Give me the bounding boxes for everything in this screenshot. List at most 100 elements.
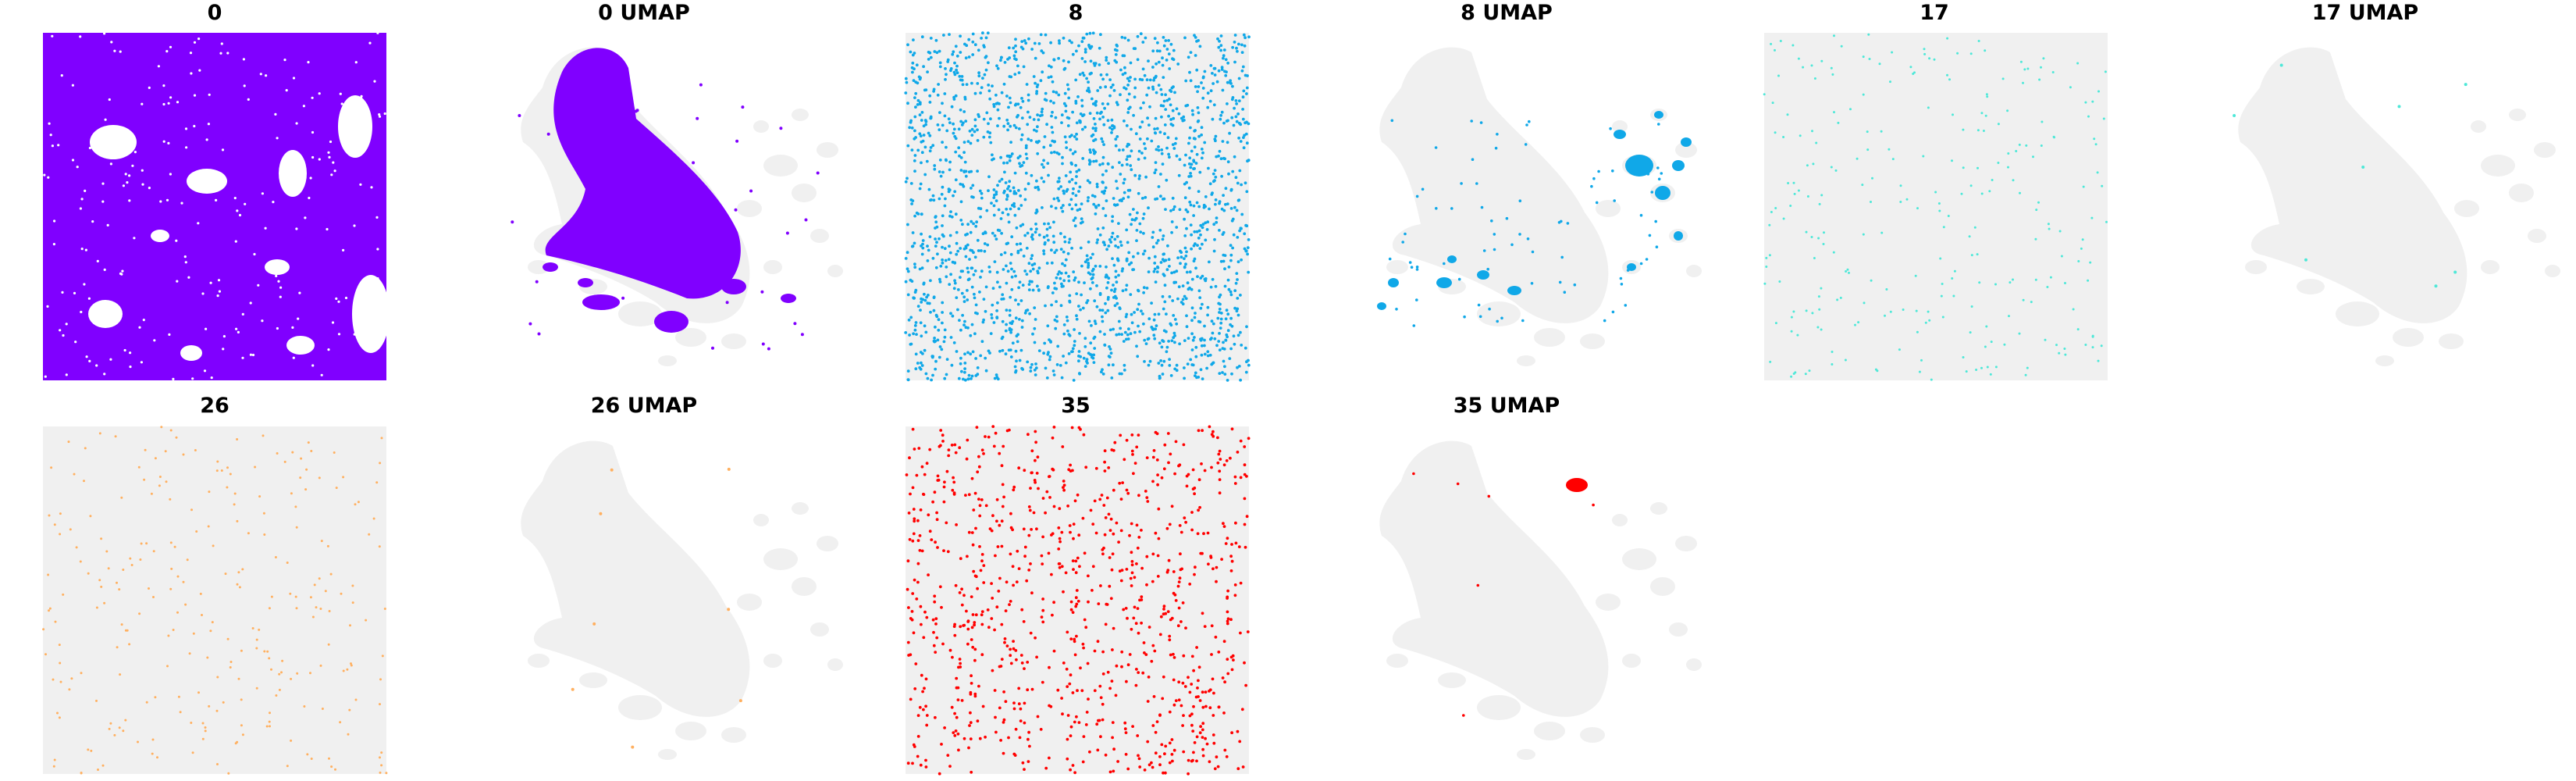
data-point (216, 763, 219, 765)
data-point (998, 116, 1001, 120)
data-point (923, 324, 927, 328)
data-point (1079, 666, 1082, 670)
data-point (1236, 767, 1240, 771)
data-point (51, 34, 54, 37)
data-point (1137, 302, 1140, 306)
data-point (980, 553, 984, 556)
data-point (1212, 691, 1215, 695)
data-point (939, 174, 943, 178)
data-point (1175, 226, 1179, 229)
data-point (320, 540, 323, 543)
data-point (1078, 372, 1081, 376)
data-point (2096, 171, 2099, 174)
data-point (1145, 555, 1149, 558)
data-point (258, 628, 261, 631)
data-point (1063, 66, 1067, 70)
data-point (1136, 251, 1140, 255)
data-point (978, 736, 982, 740)
data-point (1791, 44, 1795, 47)
data-point (1001, 335, 1005, 339)
data-point (1173, 91, 1176, 95)
data-point (1137, 757, 1141, 761)
data-point (913, 262, 916, 266)
data-point (928, 235, 932, 238)
data-point (162, 140, 165, 143)
data-point (241, 356, 244, 359)
data-point (1170, 753, 1174, 756)
data-point (150, 492, 153, 495)
data-point (1037, 349, 1041, 352)
data-point (1144, 490, 1147, 493)
data-point (1112, 747, 1115, 751)
data-point (295, 526, 298, 529)
data-point (339, 92, 342, 95)
data-point (1811, 312, 1814, 315)
data-point (1214, 139, 1217, 143)
data-point (1183, 265, 1187, 269)
data-point (1172, 48, 1176, 52)
umap-island (753, 514, 769, 526)
data-point (1051, 436, 1055, 440)
data-point (1203, 324, 1206, 328)
data-point (1054, 326, 1058, 330)
data-point (1162, 198, 1165, 201)
data-point (1098, 684, 1102, 688)
data-point (1175, 154, 1179, 158)
data-point (922, 636, 926, 640)
data-point (1214, 635, 1218, 639)
data-point (1175, 269, 1179, 273)
data-point (1110, 131, 1113, 134)
data-point (952, 194, 955, 198)
data-point (929, 55, 933, 59)
data-point (1028, 744, 1031, 748)
data-point (88, 359, 91, 362)
data-point (940, 348, 944, 351)
data-point (973, 269, 977, 273)
data-point (1183, 119, 1186, 122)
data-point (1021, 284, 1025, 287)
data-point (1042, 145, 1046, 149)
data-point (1033, 479, 1037, 482)
data-point (112, 127, 116, 130)
data-point (922, 65, 925, 69)
data-point (1002, 82, 1006, 86)
data-point (1062, 662, 1066, 665)
data-point (1114, 144, 1118, 148)
data-point (1462, 714, 1465, 717)
data-point (1845, 270, 1848, 273)
data-point (1456, 482, 1460, 486)
data-point (976, 169, 979, 173)
data-point (631, 745, 635, 749)
data-point (56, 711, 59, 715)
data-point (1118, 148, 1121, 152)
data-point (1009, 262, 1012, 265)
data-point (65, 323, 68, 326)
data-point (1137, 191, 1140, 195)
data-point (978, 291, 981, 294)
data-point (95, 606, 98, 609)
data-point (1151, 644, 1155, 647)
data-point (354, 698, 358, 701)
data-point (920, 252, 924, 256)
data-point (1185, 484, 1189, 488)
data-point (938, 128, 941, 132)
data-point (1033, 262, 1037, 266)
data-point (80, 672, 83, 675)
data-point (1052, 241, 1056, 244)
data-point (947, 117, 951, 121)
data-point (318, 476, 321, 480)
data-point (180, 201, 183, 205)
data-point (311, 155, 315, 159)
data-point (1189, 358, 1193, 362)
data-point (328, 155, 331, 159)
data-point (976, 373, 980, 376)
data-point (1205, 742, 1209, 746)
data-point (2084, 344, 2087, 346)
data-point (1005, 264, 1008, 268)
data-point (1774, 48, 1776, 52)
data-point (937, 478, 941, 482)
data-point (1082, 356, 1086, 360)
data-point (1169, 88, 1172, 92)
data-point (1051, 613, 1054, 617)
data-point (1105, 265, 1108, 269)
